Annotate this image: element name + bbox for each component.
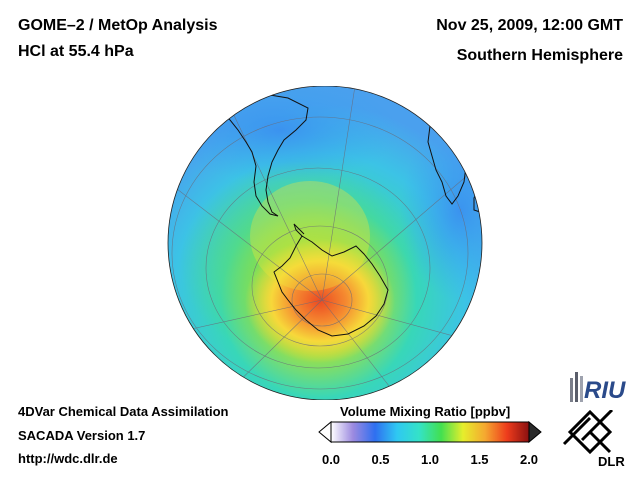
version-label: SACADA Version 1.7	[18, 428, 146, 443]
colorbar-title: Volume Mixing Ratio [ppbv]	[340, 404, 511, 419]
yellow-band	[250, 181, 370, 291]
low-hcl-region-east	[400, 121, 482, 301]
south-america-outline	[219, 93, 309, 217]
species-label: HCl at 55.4 hPa	[18, 43, 134, 60]
colorbar-under-arrow	[318, 420, 332, 444]
antarctica-outline	[273, 235, 389, 337]
colorbar-bar	[330, 421, 530, 443]
colorbar-over-arrow	[528, 420, 542, 444]
colorbar-tick-label: 0.5	[371, 452, 390, 467]
colorbar-tick-label: 2.0	[519, 452, 539, 467]
method-label: 4DVar Chemical Data Assimilation	[18, 404, 229, 419]
hemisphere-globe-map	[167, 86, 483, 400]
source-url[interactable]: http://wdc.dlr.de	[18, 451, 118, 466]
map-title: GOME–2 / MetOp Analysis	[18, 17, 218, 34]
date-time: Nov 25, 2009, 12:00 GMT	[436, 17, 623, 34]
dlr-logo: DLR	[562, 410, 625, 469]
colorbar-tick-label: 1.0	[420, 452, 440, 467]
graticule	[168, 86, 482, 400]
riu-logo: RIU	[570, 372, 626, 404]
riu-logo-text: RIU	[584, 377, 626, 404]
antarctic-peninsula	[293, 223, 305, 237]
colorbar-tick-label: 1.5	[470, 452, 489, 467]
colorbar-tick-label: 0.0	[321, 452, 341, 467]
dlr-logo-text: DLR	[598, 454, 625, 469]
colorbar	[318, 420, 542, 444]
globe-limb	[167, 86, 483, 400]
region-label: Southern Hemisphere	[456, 47, 623, 64]
